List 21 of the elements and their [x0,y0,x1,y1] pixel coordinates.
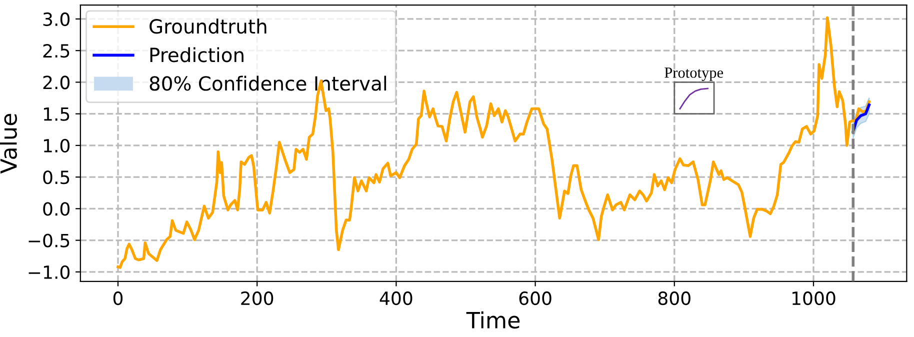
x-axis-title: Time [466,311,520,329]
x-tick-label: 0 [113,291,123,306]
legend-label: Prediction [150,47,244,62]
y-tick-label: 3.0 [43,12,70,26]
y-tick-label: 0.0 [43,202,70,216]
y-tick-label: −1.0 [28,265,70,280]
y-tick-label: 2.5 [43,44,70,58]
y-tick-label: −0.5 [28,234,70,248]
x-tick-label: 400 [380,291,412,306]
x-tick-label: 800 [658,291,690,306]
line-series [116,16,871,269]
y-tick-label: 1.0 [44,138,70,153]
x-tick-label: 600 [519,291,552,306]
x-tick-label: 1000 [792,291,836,306]
x-tick-label: 200 [241,291,274,306]
legend-label: Groundtruth [150,18,266,34]
y-tick-label: 0.5 [43,170,70,184]
annotation: Prototype [664,68,724,81]
y-tick-label: 1.5 [44,108,70,121]
y-axis-title: Value [0,114,18,174]
y-tick-label: 2.0 [43,76,70,90]
